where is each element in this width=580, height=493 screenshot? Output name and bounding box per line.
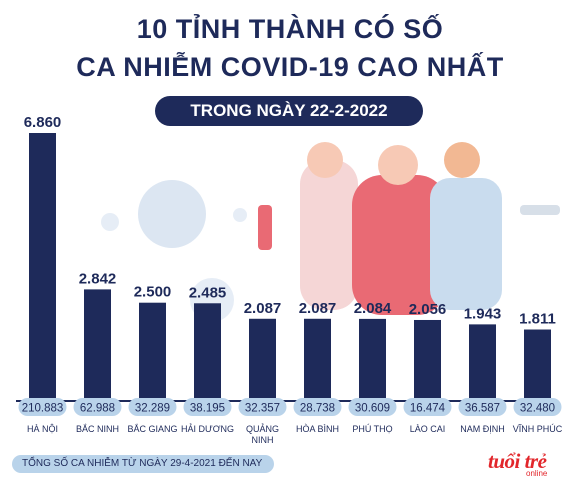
category-label-hoa-binh: HÒA BÌNH	[296, 424, 339, 434]
cumulative-label-vinh-phuc: 32.480	[520, 403, 555, 415]
cumulative-pill-quang-ninh	[238, 398, 287, 416]
category-label-quang-ninh: NINH	[252, 435, 274, 445]
legend-pill	[12, 455, 274, 473]
cumulative-label-lao-cai: 16.474	[410, 403, 446, 415]
virus-icon	[101, 213, 119, 231]
person-figure	[300, 160, 358, 310]
legend-label: TỔNG SỐ CA NHIỄM TỪ NGÀY 29-4-2021 ĐẾN N…	[22, 458, 263, 469]
cumulative-label-ha-noi: 210.883	[22, 403, 64, 415]
cumulative-label-quang-ninh: 32.357	[245, 403, 280, 415]
bar-hoa-binh	[304, 318, 331, 400]
bar-bac-giang	[139, 302, 166, 400]
cumulative-pill-bac-giang	[128, 398, 177, 416]
bar-bac-ninh	[84, 289, 111, 400]
category-label-ha-noi: HÀ NỘI	[27, 424, 58, 434]
category-label-hai-duong: HẢI DƯƠNG	[181, 423, 234, 434]
page-title-line-1: 10 TỈNH THÀNH CÓ SỐ	[136, 14, 444, 44]
bar-vinh-phuc	[524, 329, 551, 400]
cumulative-pill-nam-dinh	[458, 398, 507, 416]
faucet-icon	[520, 205, 560, 215]
cumulative-pill-ha-noi	[18, 398, 67, 416]
sanitizer-bottle-icon	[258, 205, 272, 250]
person-figure	[352, 175, 447, 315]
value-label-hoa-binh: 2.087	[299, 300, 337, 317]
cumulative-label-hoa-binh: 28.738	[300, 403, 335, 415]
value-label-phu-tho: 2.084	[354, 300, 392, 317]
cumulative-label-nam-dinh: 36.587	[465, 403, 500, 415]
logo-subtext: online	[526, 469, 548, 478]
person-figure	[430, 178, 502, 310]
category-label-bac-giang: BẮC GIANG	[127, 424, 177, 434]
cumulative-pill-lao-cai	[403, 398, 452, 416]
person-head	[378, 145, 418, 185]
cumulative-label-bac-giang: 32.289	[135, 403, 170, 415]
value-label-bac-giang: 2.500	[134, 284, 172, 301]
bar-nam-dinh	[469, 324, 496, 400]
people-illustration	[258, 142, 560, 315]
cumulative-pill-vinh-phuc	[513, 398, 562, 416]
cumulative-pill-hai-duong	[183, 398, 232, 416]
cumulative-label-hai-duong: 38.195	[190, 403, 225, 415]
person-head	[444, 142, 480, 178]
cumulative-label-phu-tho: 30.609	[355, 403, 390, 415]
bar-phu-tho	[359, 318, 386, 400]
cumulative-pill-hoa-binh	[293, 398, 342, 416]
value-label-hai-duong: 2.485	[189, 284, 227, 301]
category-label-bac-ninh: BẮC NINH	[76, 424, 119, 434]
bar-ha-noi	[29, 133, 56, 400]
category-label-phu-tho: PHÚ THỌ	[352, 424, 392, 434]
category-labels-group: HÀ NỘI BẮC NINH BẮC GIANG HẢI DƯƠNG QUẢNGNIN…	[27, 423, 563, 445]
category-label-nam-dinh: NAM ĐỊNH	[460, 424, 505, 434]
value-label-quang-ninh: 2.087	[244, 300, 282, 317]
cumulative-pill-bac-ninh	[73, 398, 122, 416]
value-label-vinh-phuc: 1.811	[519, 311, 556, 328]
logo-wordmark: tuổi trẻ	[488, 449, 547, 473]
tuoi-tre-logo: tuổi trẻ online	[488, 450, 566, 478]
value-label-ha-noi: 6.860	[24, 114, 62, 131]
category-label-vinh-phuc: VĨNH PHÚC	[513, 424, 563, 434]
virus-icon	[138, 180, 206, 248]
cumulative-label-bac-ninh: 62.988	[80, 403, 115, 415]
person-head	[307, 142, 343, 178]
bar-quang-ninh	[249, 318, 276, 400]
page-title-line-2: CA NHIỄM COVID-19 CAO NHẤT	[76, 52, 504, 82]
value-label-nam-dinh: 1.943	[464, 305, 502, 322]
virus-icon	[233, 208, 247, 222]
value-label-bac-ninh: 2.842	[79, 270, 117, 287]
value-labels-group: 6.860 2.842 2.500 2.485 2.087 2.087 2.084 2.056…	[24, 114, 556, 328]
bar-hai-duong	[194, 303, 221, 400]
bar-lao-cai	[414, 319, 441, 400]
cumulative-pills-group: 210.883 62.988 32.289 38.195 32.357 28.738 30.…	[18, 398, 562, 416]
bars-group	[29, 133, 551, 400]
category-label-quang-ninh: QUẢNG	[246, 423, 279, 434]
cumulative-pill-phu-tho	[348, 398, 397, 416]
value-label-lao-cai: 2.056	[409, 301, 447, 318]
category-label-lao-cai: LÀO CAI	[410, 424, 446, 434]
date-pill: TRONG NGÀY 22-2-2022	[155, 96, 423, 126]
